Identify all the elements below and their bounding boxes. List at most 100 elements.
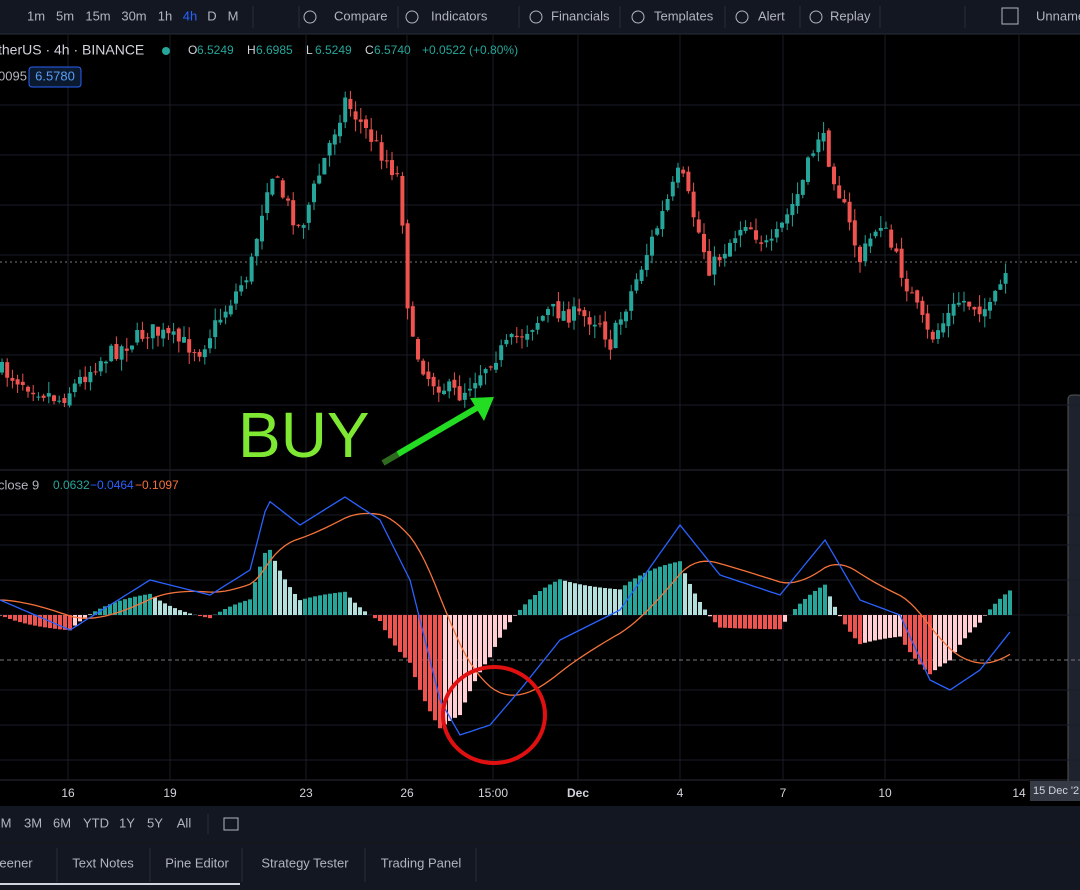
candle-body [717, 256, 722, 261]
histogram-bar [378, 615, 382, 622]
calendar-icon[interactable] [223, 817, 239, 831]
interval[interactable]: 15m [85, 8, 110, 23]
histogram-bar [638, 575, 642, 615]
histogram-bar [348, 597, 352, 615]
candle-body [254, 238, 259, 257]
histogram-bar [948, 615, 952, 661]
toolbar-button[interactable]: Indicators [431, 8, 488, 23]
candle-body [20, 381, 25, 385]
histogram-bar [688, 583, 692, 615]
range-bar [0, 806, 1080, 842]
candle-body [36, 396, 41, 398]
interval[interactable]: 5m [56, 8, 74, 23]
histogram-bar [478, 615, 482, 673]
candle-body [592, 324, 597, 327]
button-icon [303, 10, 317, 24]
histogram-bar [238, 602, 242, 615]
layout-name[interactable]: Unnamed [1036, 8, 1080, 23]
range-button[interactable]: M [1, 815, 12, 830]
interval[interactable]: 30m [121, 8, 146, 23]
candle-body [998, 284, 1003, 290]
tab[interactable]: Text Notes [72, 855, 134, 870]
candle-body [72, 383, 77, 393]
histogram-bar [988, 609, 992, 615]
tab[interactable]: eener [0, 855, 33, 870]
interval[interactable]: D [207, 8, 216, 23]
interval[interactable]: 1h [158, 8, 172, 23]
interval[interactable]: M [228, 8, 239, 23]
candle-body [353, 111, 358, 120]
candle-body [946, 312, 951, 327]
interval[interactable]: 4h [183, 8, 197, 23]
toolbar-button[interactable]: Alert [758, 8, 785, 23]
histogram-bar [423, 615, 427, 702]
histogram-bar [458, 615, 462, 716]
histogram-bar [798, 603, 802, 615]
histogram-bar [488, 615, 492, 658]
button-icon [529, 10, 543, 24]
histogram-bar [623, 585, 627, 615]
histogram-bar [543, 587, 547, 615]
candle-body [930, 331, 935, 340]
range-button[interactable]: All [177, 815, 192, 830]
candle-body [681, 169, 686, 174]
range-button[interactable]: 6M [53, 815, 71, 830]
histogram-bar [128, 597, 132, 615]
histogram-bar [503, 615, 507, 630]
range-button[interactable]: 3M [24, 815, 42, 830]
candle-body [239, 285, 244, 292]
range-button[interactable]: 1Y [119, 815, 135, 830]
histogram-bar [843, 615, 847, 625]
histogram-bar [173, 608, 177, 615]
toolbar-button[interactable]: Templates [654, 8, 714, 23]
candle-body [509, 333, 514, 338]
histogram-bar [568, 582, 572, 615]
fullscreen-icon[interactable] [1001, 7, 1019, 25]
histogram-bar [153, 597, 157, 615]
tab[interactable]: Pine Editor [165, 855, 229, 870]
candle-body [223, 311, 228, 318]
toolbar-button[interactable]: Compare [334, 8, 387, 23]
candle-body [109, 345, 114, 362]
histogram-bar [658, 566, 662, 615]
candle-body [936, 330, 940, 339]
candle-body [416, 339, 420, 360]
histogram-bar [283, 579, 287, 615]
candle-body [93, 371, 98, 373]
histogram-bar [863, 615, 867, 643]
candle-body [514, 335, 519, 338]
histogram-bar [663, 565, 667, 615]
candle-body [691, 191, 696, 218]
histogram-bar [553, 581, 557, 615]
candle-body [738, 229, 743, 236]
candle-body [530, 330, 535, 332]
histogram-bar [68, 615, 72, 631]
histogram-bar [443, 615, 447, 725]
histogram-bar [58, 615, 62, 630]
toolbar-button[interactable]: Financials [551, 8, 610, 23]
interval[interactable]: 1m [27, 8, 45, 23]
arrow-shaft [396, 403, 482, 457]
range-button[interactable]: 5Y [147, 815, 163, 830]
candle-body [348, 98, 353, 110]
candle-body [296, 224, 301, 226]
histogram-bar [768, 615, 772, 630]
candle-body [187, 339, 192, 353]
histogram-bar [28, 615, 32, 625]
candle-body [244, 280, 249, 283]
histogram-bar [33, 615, 37, 626]
toolbar-button[interactable]: Replay [830, 8, 871, 23]
candle-body [712, 256, 717, 275]
candle-body [988, 301, 992, 311]
histogram-bar [998, 598, 1002, 615]
candle-body [670, 181, 675, 197]
candle-body [852, 220, 857, 246]
candle-body [483, 369, 488, 374]
range-button[interactable]: YTD [83, 815, 109, 830]
tab[interactable]: Strategy Tester [261, 855, 349, 870]
candle-body [858, 246, 862, 263]
tab[interactable]: Trading Panel [381, 855, 462, 870]
symbol: therUS · 4h · BINANCE [0, 42, 144, 58]
candle-body [587, 317, 592, 325]
candle-body [494, 362, 498, 370]
